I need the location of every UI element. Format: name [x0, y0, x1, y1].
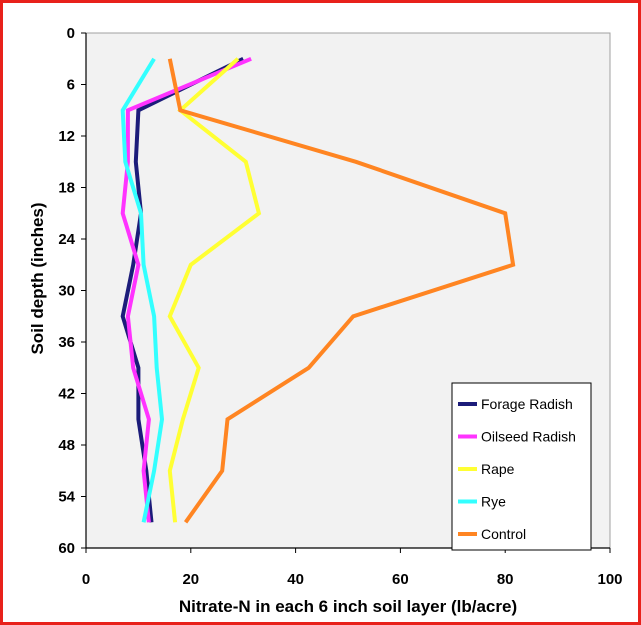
y-tick-label: 48 — [58, 437, 75, 454]
y-tick-label: 42 — [58, 386, 75, 403]
x-tick-label: 60 — [392, 571, 409, 588]
x-tick-label: 0 — [82, 571, 90, 588]
y-tick-label: 36 — [58, 334, 75, 351]
legend-entry: Rape — [481, 461, 515, 477]
y-tick-label: 0 — [67, 25, 75, 42]
x-tick-label: 20 — [182, 571, 199, 588]
y-tick-label: 12 — [58, 128, 75, 145]
y-tick-label: 60 — [58, 540, 75, 557]
y-tick-label: 54 — [58, 489, 75, 506]
y-tick-label: 18 — [58, 180, 75, 197]
series-line-2 — [167, 57, 262, 523]
legend-box — [451, 382, 592, 551]
series-line-0 — [120, 57, 245, 523]
x-axis-title: Nitrate-N in each 6 inch soil layer (lb/… — [179, 597, 517, 616]
legend: Forage Radish Oilseed Radish Rape Rye Contro… — [451, 382, 592, 551]
series-line-4 — [167, 58, 516, 524]
y-tick-label: 24 — [58, 231, 75, 248]
series-line-3 — [120, 57, 165, 523]
series-line-1 — [120, 56, 252, 523]
x-tick-label: 100 — [597, 571, 622, 588]
y-tick-label: 30 — [58, 283, 75, 300]
legend-entry: Forage Radish — [481, 396, 573, 412]
ticks-layer: 0 6 12 18 24 30 36 42 48 54 60 0 20 40 60 80 100 — [58, 25, 622, 588]
y-axis-title: Soil depth (inches) — [28, 202, 47, 354]
x-tick-label: 40 — [287, 571, 304, 588]
x-tick-label: 80 — [497, 571, 514, 588]
legend-entry: Oilseed Radish — [481, 429, 576, 445]
series-layer — [120, 56, 516, 524]
y-tick-label: 6 — [67, 77, 75, 94]
legend-entry: Control — [481, 526, 526, 542]
legend-entry: Rye — [481, 494, 506, 510]
